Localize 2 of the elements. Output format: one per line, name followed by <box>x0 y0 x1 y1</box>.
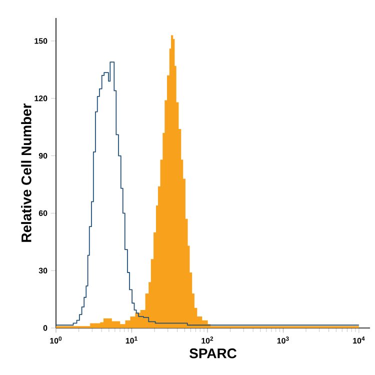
x-axis-title: SPARC <box>190 348 237 358</box>
y-axis-title: Relative Cell Number <box>21 103 32 242</box>
